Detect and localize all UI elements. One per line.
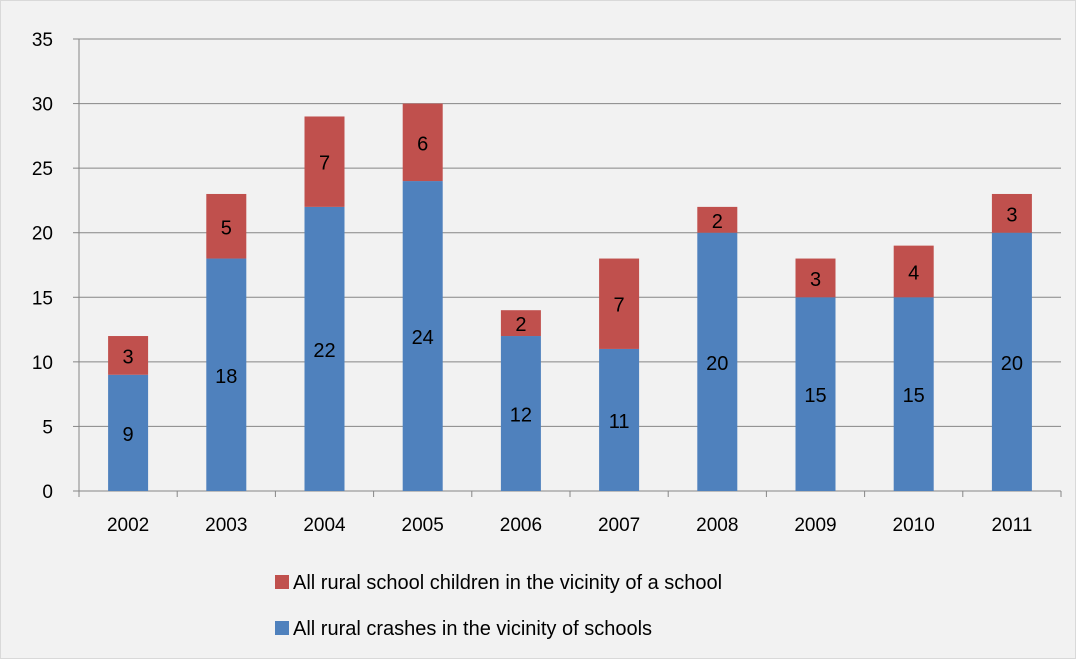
data-label: 7 [614,295,625,317]
y-tick-label: 15 [32,288,53,309]
legend-swatch [275,575,289,589]
legend-label: All rural school children in the vicinit… [293,572,722,594]
data-label: 3 [810,269,821,291]
x-tick-label: 2009 [794,515,836,536]
x-tick-label: 2007 [598,515,640,536]
x-tick-label: 2006 [500,515,542,536]
x-tick-label: 2003 [205,515,247,536]
bar-children-2006 [500,310,541,337]
legend-swatch [275,621,289,635]
bar-crashes-2003 [206,258,247,491]
bar-children-2002 [108,336,149,375]
bar-children-2011 [991,193,1032,233]
bar-crashes-2008 [697,232,738,491]
bar-children-2005 [402,103,443,182]
y-tick-label: 20 [32,224,53,245]
y-tick-label: 30 [32,95,53,116]
bar-crashes-2009 [795,297,836,491]
y-tick-label: 25 [32,159,53,180]
data-label: 2 [515,314,526,336]
bar-crashes-2007 [599,348,640,491]
bar-crashes-2005 [402,181,443,492]
legend: All rural school children in the vicinit… [275,572,722,640]
bar-crashes-2006 [500,336,541,491]
legend-label: All rural crashes in the vicinity of sch… [293,618,652,640]
data-label: 12 [510,405,532,427]
y-tick-label: 5 [42,417,53,438]
bar-crashes-2011 [991,232,1032,491]
y-tick-label: 0 [42,482,53,503]
x-tick-label: 2004 [303,515,346,536]
data-label: 15 [804,385,826,407]
y-tick-label: 35 [32,30,53,51]
bar-crashes-2010 [893,297,934,491]
x-tick-label: 2002 [107,515,149,536]
data-label: 9 [123,424,134,446]
bar-children-2008 [697,206,738,233]
data-label: 7 [319,153,330,175]
data-label: 11 [609,411,630,433]
data-label: 20 [1001,353,1023,375]
x-tick-label: 2011 [991,515,1032,536]
bar-children-2009 [795,258,836,298]
x-tick-label: 2008 [696,515,738,536]
y-tick-label: 10 [32,353,53,374]
data-label: 2 [712,211,723,233]
bar-children-2004 [304,116,345,207]
data-label: 3 [123,346,134,368]
data-label: 6 [417,133,428,155]
x-tick-label: 2005 [402,515,444,536]
data-label: 5 [221,217,232,239]
data-label: 15 [903,385,925,407]
bar-crashes-2002 [108,374,149,491]
bars: 9 3 18 5 22 7 24 6 12 2 11 7 20 2 15 3 15 4 20 3 [108,103,1032,492]
bar-children-2003 [206,193,247,259]
data-label: 24 [412,327,434,349]
bar-children-2010 [893,245,934,298]
data-label: 22 [313,340,335,362]
data-label: 4 [908,262,919,284]
data-label: 3 [1006,204,1017,226]
bar-crashes-2004 [304,206,345,491]
data-label: 18 [215,366,237,388]
x-tick-label: 2010 [893,515,935,536]
data-label: 20 [706,353,728,375]
bar-children-2007 [599,258,640,349]
